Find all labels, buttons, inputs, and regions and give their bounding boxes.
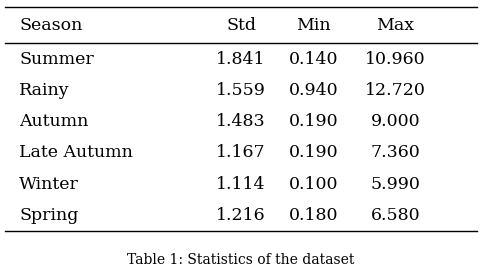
- Text: Min: Min: [296, 17, 331, 34]
- Text: 0.140: 0.140: [289, 50, 338, 67]
- Text: 1.216: 1.216: [216, 207, 266, 224]
- Text: 0.180: 0.180: [289, 207, 338, 224]
- Text: Max: Max: [376, 17, 414, 34]
- Text: 5.990: 5.990: [370, 176, 420, 193]
- Text: 0.940: 0.940: [289, 82, 338, 99]
- Text: 1.114: 1.114: [216, 176, 266, 193]
- Text: Autumn: Autumn: [19, 113, 89, 130]
- Text: 0.190: 0.190: [289, 144, 338, 161]
- Text: Std: Std: [226, 17, 256, 34]
- Text: Season: Season: [19, 17, 82, 34]
- Text: 1.167: 1.167: [216, 144, 266, 161]
- Text: Table 1: Statistics of the dataset: Table 1: Statistics of the dataset: [127, 253, 355, 267]
- Text: Rainy: Rainy: [19, 82, 70, 99]
- Text: 12.720: 12.720: [365, 82, 426, 99]
- Text: 6.580: 6.580: [371, 207, 420, 224]
- Text: Winter: Winter: [19, 176, 79, 193]
- Text: 1.559: 1.559: [216, 82, 266, 99]
- Text: 7.360: 7.360: [370, 144, 420, 161]
- Text: 1.841: 1.841: [216, 50, 266, 67]
- Text: 0.190: 0.190: [289, 113, 338, 130]
- Text: 10.960: 10.960: [365, 50, 426, 67]
- Text: Spring: Spring: [19, 207, 79, 224]
- Text: 9.000: 9.000: [371, 113, 420, 130]
- Text: 1.483: 1.483: [216, 113, 266, 130]
- Text: Summer: Summer: [19, 50, 94, 67]
- Text: 0.100: 0.100: [289, 176, 338, 193]
- Text: Late Autumn: Late Autumn: [19, 144, 133, 161]
